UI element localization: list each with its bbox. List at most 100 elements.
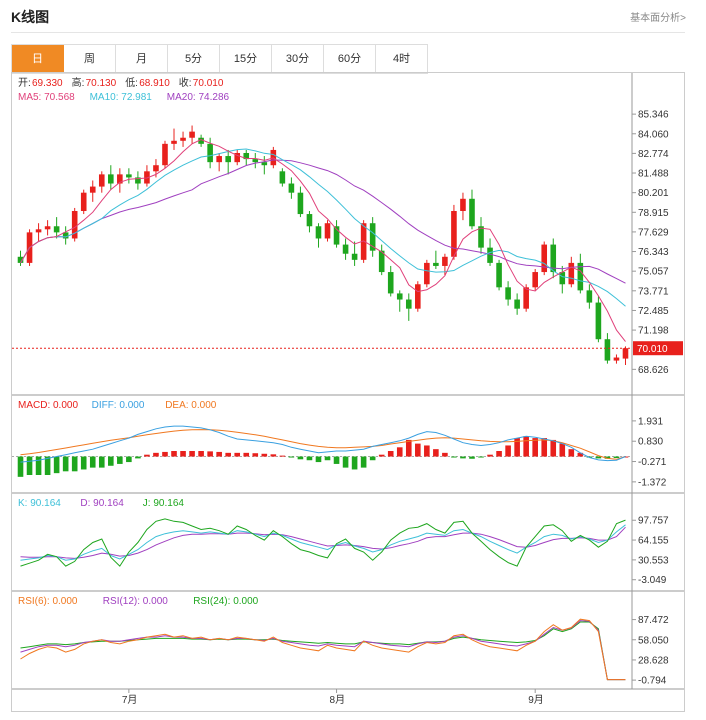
- diff-line: [20, 425, 626, 463]
- candle-body: [117, 174, 123, 184]
- candle-body: [387, 272, 394, 294]
- candle-body: [405, 299, 412, 309]
- candle-body: [360, 223, 367, 260]
- kline-chart-svg[interactable]: 85.346 84.060 82.774 81.488 80.201 78.915 77.6…: [12, 73, 684, 711]
- tab-5min[interactable]: 5分: [168, 45, 220, 73]
- legend-item: DEA: 0.000: [165, 400, 217, 411]
- tab-60min[interactable]: 60分: [324, 45, 376, 73]
- candle-body: [568, 262, 575, 285]
- macd-bar: [171, 451, 177, 457]
- tab-week[interactable]: 周: [64, 45, 116, 73]
- macd-bar: [451, 456, 457, 458]
- candle-body: [198, 137, 204, 144]
- macd-bar: [351, 456, 358, 470]
- macd-bar: [180, 451, 186, 457]
- y-tick-label: 75.057: [638, 267, 669, 278]
- ma-legend-item: MA20: 74.286: [167, 92, 230, 103]
- candle-body: [369, 223, 376, 251]
- candle-body: [80, 192, 87, 211]
- y-tick-label: 76.343: [638, 247, 669, 258]
- last-price-label: 70.010: [637, 344, 668, 355]
- macd-bar: [424, 445, 430, 457]
- candle-body: [424, 262, 430, 285]
- macd-bar: [396, 447, 403, 457]
- macd-bar: [324, 456, 331, 461]
- y-tick-label: -1.372: [638, 477, 667, 488]
- macd-bar: [487, 454, 493, 457]
- macd-bar: [270, 454, 277, 457]
- candle-body: [98, 174, 105, 187]
- rsi12-line: [20, 620, 626, 681]
- candle-body: [279, 171, 286, 184]
- y-tick-label: -0.271: [638, 457, 667, 468]
- macd-bar: [98, 456, 105, 468]
- ohlc-legend-value: 68.910: [139, 78, 170, 89]
- candle-body: [622, 348, 629, 359]
- tab-day[interactable]: 日: [12, 45, 64, 73]
- candle-body: [108, 174, 114, 184]
- y-tick-label: 87.472: [638, 615, 669, 626]
- ohlc-legend-label: 收:: [179, 76, 192, 89]
- candle-body: [252, 159, 259, 163]
- y-tick-label: 1.931: [638, 416, 663, 427]
- ohlc-legend-label: 高:: [72, 76, 85, 89]
- candle-body: [532, 272, 538, 288]
- candle-body: [288, 183, 295, 193]
- macd-bar: [189, 451, 195, 457]
- candle-body: [180, 137, 186, 141]
- macd-bar: [144, 454, 150, 457]
- x-tick-label: 9月: [528, 694, 544, 706]
- fundamental-analysis-link[interactable]: 基本面分析>: [630, 13, 686, 24]
- macd-bar: [297, 456, 304, 460]
- candle-body: [144, 171, 150, 184]
- candle-body: [162, 143, 168, 166]
- candle-body: [89, 186, 96, 193]
- macd-bar: [62, 456, 69, 472]
- macd-bar: [469, 456, 475, 459]
- macd-bar: [53, 456, 60, 474]
- tab-30min[interactable]: 30分: [272, 45, 324, 73]
- ohlc-legend-label: 开:: [18, 78, 31, 89]
- y-tick-label: 85.346: [638, 110, 669, 121]
- candle-body: [342, 244, 349, 254]
- macd-bar: [261, 453, 268, 457]
- header-divider: [11, 32, 685, 33]
- ma20-line: [20, 159, 626, 284]
- y-tick-label: 77.629: [638, 227, 669, 238]
- candle-body: [478, 226, 484, 248]
- tab-4hour[interactable]: 4时: [376, 45, 428, 73]
- candle-body: [44, 226, 51, 230]
- candle-body: [451, 211, 457, 257]
- macd-bar: [135, 456, 141, 459]
- y-tick-label: 71.198: [638, 326, 669, 337]
- candle-body: [469, 198, 475, 227]
- y-tick-label: 72.485: [638, 306, 669, 317]
- macd-bar: [342, 456, 349, 468]
- macd-bar: [162, 451, 168, 457]
- candle-body: [378, 250, 385, 273]
- y-tick-label: 28.628: [638, 655, 669, 666]
- legend-item: RSI(24): 0.000: [193, 596, 258, 607]
- macd-bar: [153, 452, 159, 457]
- legend-item: D: 90.164: [80, 498, 124, 509]
- macd-bar: [198, 451, 204, 457]
- candle-body: [35, 229, 42, 233]
- macd-bar: [207, 451, 213, 457]
- header: K线图 基本面分析>: [0, 0, 706, 32]
- macd-bar: [604, 456, 611, 459]
- macd-bar: [360, 456, 367, 468]
- macd-bar: [333, 456, 340, 464]
- candle-body: [135, 177, 141, 184]
- ohlc-legend-value: 69.330: [32, 78, 63, 89]
- candle-body: [351, 253, 358, 260]
- legend-item: J: 90.164: [143, 498, 185, 509]
- candle-body: [496, 262, 502, 288]
- macd-bar: [405, 439, 412, 457]
- tab-15min[interactable]: 15分: [220, 45, 272, 73]
- candle-body: [604, 339, 611, 361]
- candle-body: [216, 156, 222, 163]
- tab-month[interactable]: 月: [116, 45, 168, 73]
- macd-bar: [288, 456, 295, 458]
- chart-container[interactable]: 85.346 84.060 82.774 81.488 80.201 78.915 77.6…: [11, 72, 685, 712]
- macd-bar: [378, 454, 385, 457]
